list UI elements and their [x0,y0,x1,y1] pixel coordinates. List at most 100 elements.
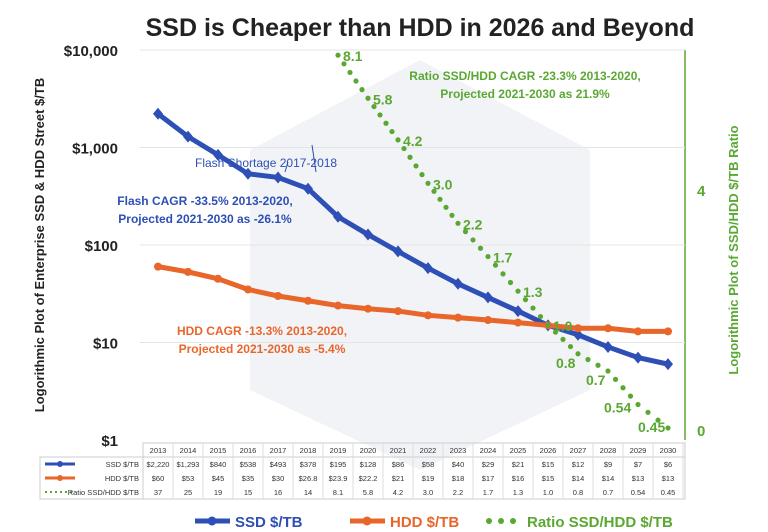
ratio-dot [477,245,484,251]
legend-item: HDD $/TB [350,514,459,531]
table-cell: $21 [392,474,405,483]
y2-axis-title: Logorithmic Plot of SSD/HDD $/TB Ratio [726,125,741,374]
y-axis-title: Logorithmic Plot of Enterprise SSD & HDD… [32,78,47,412]
ratio-data-label: 5.8 [373,91,393,107]
annotation-flash-shortage: Flash Shortage 2017-2018 [195,156,337,170]
hdd-point [664,327,672,336]
ssd-point [243,167,253,180]
plot-area: 8.1 5.8 4.2 3.0 2.2 1.7 1.3 1.0 0.8 0.7 0.54 0.45 [153,2,673,435]
hdd-point [484,316,492,325]
y-tick-label: $1 [101,433,118,450]
table-cell: 14 [304,488,312,497]
ratio-dot [560,336,566,342]
table-cell: $13 [662,474,675,483]
table-cell: $45 [212,474,225,483]
table-header-year: 2024 [480,446,497,455]
table-cell: $35 [242,474,255,483]
ratio-dot [552,329,559,335]
hdd-point [574,324,582,333]
table-cell: $15 [542,474,555,483]
y2-tick-label: 4 [697,183,706,200]
ssd-point [153,107,163,120]
ratio-dot [567,343,574,350]
table-header-year: 2027 [570,446,587,455]
hdd-point [394,307,402,316]
ratio-data-label: 2.2 [463,216,483,232]
hdd-point [604,324,612,333]
ratio-dot [413,163,419,169]
legend-dot-icon [486,518,492,524]
hdd-point [454,313,462,322]
ssd-point [213,148,223,161]
y-tick-label: $10,000 [64,43,118,60]
legend-item: SSD $/TB [195,514,303,531]
table-header-year: 2013 [150,446,167,455]
ratio-dot [492,262,499,268]
ratio-dot [335,52,341,58]
ssd-point [453,277,463,290]
y-tick-label: $1,000 [72,141,118,158]
annotation-ratio-cagr-1: Ratio SSD/HDD CAGR -23.3% 2013-2020, [409,69,640,83]
ratio-dot [522,297,529,303]
table-cell: $128 [360,460,377,469]
chart-title: SSD is Cheaper than HDD in 2026 and Beyo… [146,14,695,42]
ratio-dot [449,212,455,218]
table-legend-marker [57,475,63,481]
ssd-point [573,328,583,341]
ratio-data-label: 0.7 [586,372,606,388]
table-cell: 3.0 [423,488,433,497]
table-cell: 1.3 [513,488,523,497]
table-cell: 0.7 [603,488,613,497]
table-header-year: 2019 [330,446,347,455]
legend-dot-icon [510,518,516,524]
hdd-point [214,274,222,283]
legend-label: SSD $/TB [235,514,303,531]
ratio-dot [437,196,443,202]
table-header-year: 2028 [600,446,617,455]
ratio-dot [431,188,437,194]
table-cell: $12 [572,460,585,469]
table-cell: 16 [274,488,282,497]
table-cell: 19 [214,488,222,497]
table-header-year: 2017 [270,446,287,455]
table-cell: 5.8 [363,488,373,497]
table-cell: 8.1 [333,488,343,497]
y-tick-label: $10 [93,336,118,353]
table-cell: $2,220 [147,460,170,469]
table-cell: $58 [422,460,435,469]
ratio-dot [383,120,389,126]
table-cell: 0.8 [573,488,583,497]
table-cell: $23.9 [329,474,348,483]
table-cell: $7 [634,460,642,469]
table-cell: $26.8 [299,474,318,483]
ratio-dot [575,351,581,357]
ssd-point [183,130,193,143]
table-header-year: 2021 [390,446,407,455]
ratio-dot [347,69,353,76]
table-header-year: 2029 [630,446,647,455]
table-header-year: 2018 [300,446,317,455]
hdd-point [364,304,372,313]
ratio-dot [359,87,365,93]
ratio-data-label: 1.0 [553,318,573,334]
hdd-point [334,301,342,310]
table-cell: 0.54 [631,488,646,497]
ratio-dot [645,409,651,415]
annotation-ratio-cagr-2: Projected 2021-2030 as 21.9% [440,87,610,101]
ratio-dot [314,2,319,7]
ssd-point [423,262,433,275]
table-cell: $18 [452,474,465,483]
table-cell: 25 [184,488,192,497]
table-cell: $1,293 [177,460,200,469]
ssd-point [663,358,673,371]
ratio-dot [612,376,619,382]
table-cell: $6 [664,460,672,469]
hdd-point [304,296,312,305]
table-header-year: 2030 [660,446,677,455]
ssd-point [273,171,283,184]
table-cell: $840 [210,460,227,469]
table-cell: $86 [392,460,405,469]
legend-item: Ratio SSD/HDD $/TB [486,514,673,531]
table-cell: $19 [422,474,435,483]
